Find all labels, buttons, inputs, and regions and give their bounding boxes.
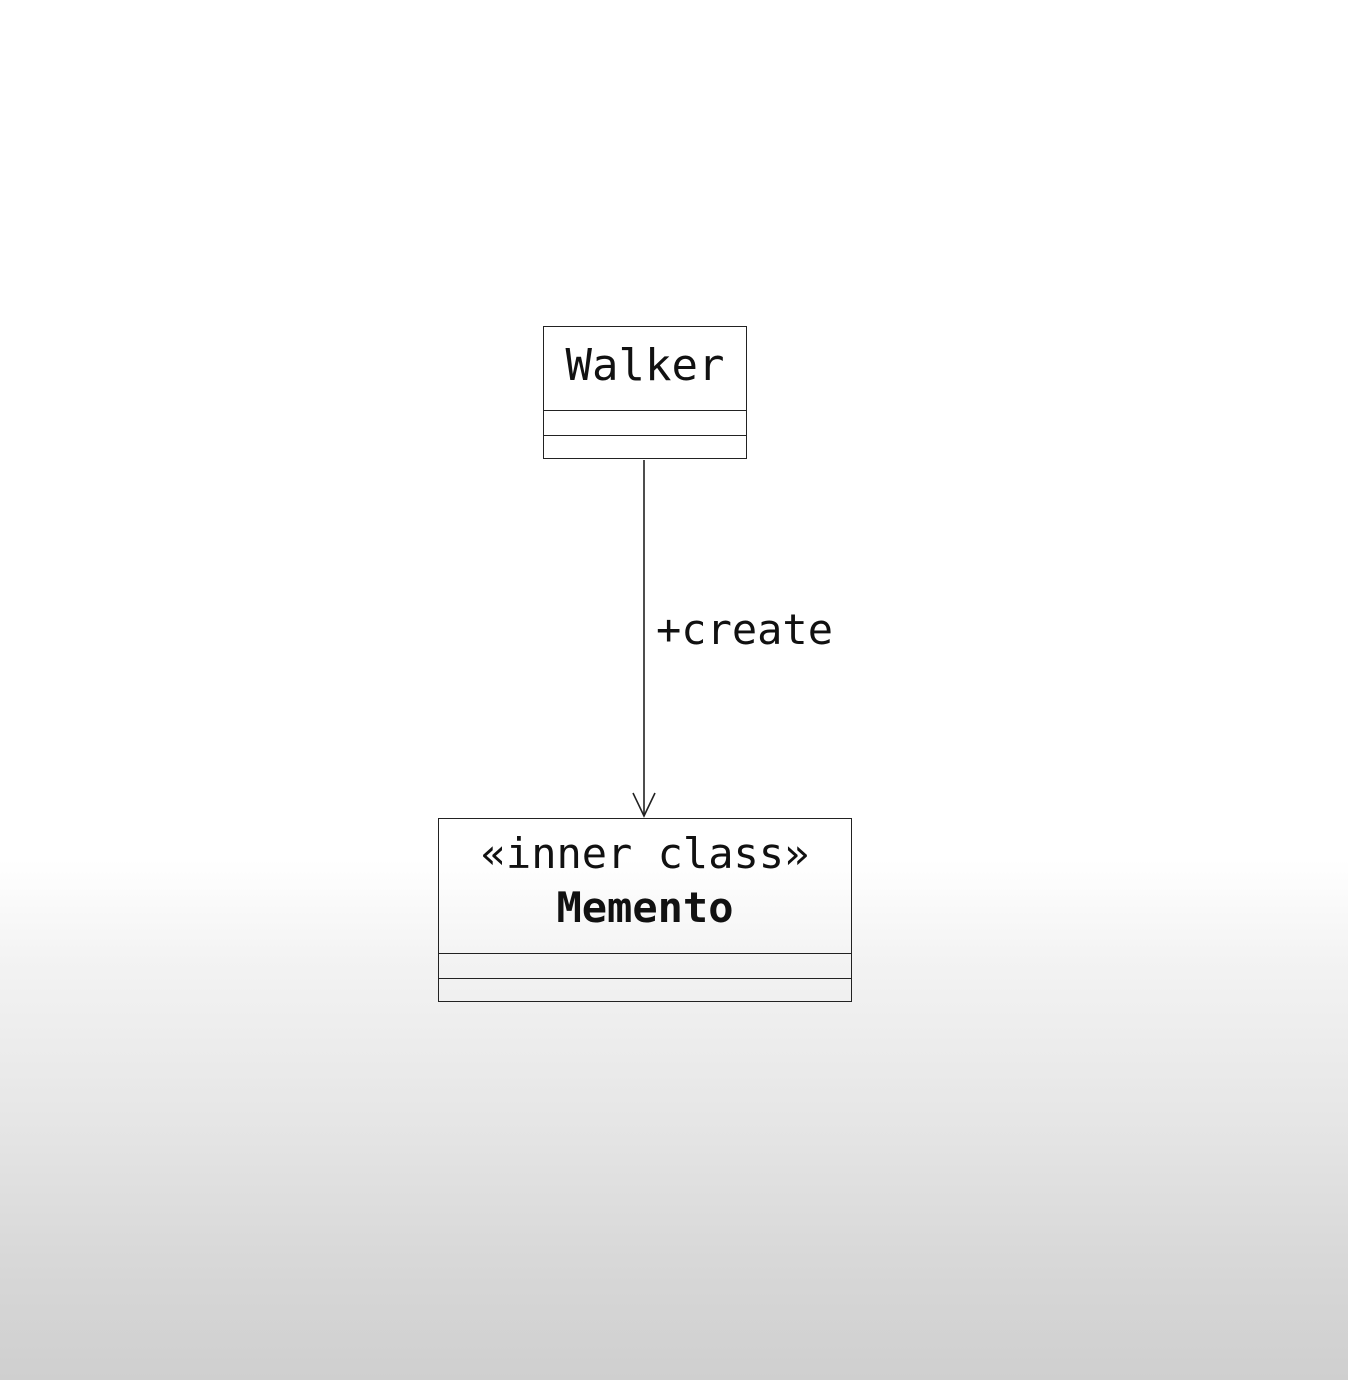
memento-class-box[interactable]: «inner class» Memento	[438, 818, 852, 1002]
memento-class-header: «inner class» Memento	[439, 819, 851, 954]
walker-attributes-compartment	[544, 411, 746, 436]
create-relation-label: +create	[656, 605, 834, 654]
walker-class-header: Walker	[544, 327, 746, 411]
memento-operations-compartment	[439, 979, 851, 1000]
walker-class-box[interactable]: Walker	[543, 326, 747, 459]
memento-attributes-compartment	[439, 954, 851, 979]
open-arrowhead-icon	[632, 792, 656, 818]
memento-stereotype: «inner class»	[480, 829, 810, 878]
memento-class-name: Memento	[556, 883, 734, 932]
walker-class-name: Walker	[565, 340, 725, 391]
walker-operations-compartment	[544, 436, 746, 458]
